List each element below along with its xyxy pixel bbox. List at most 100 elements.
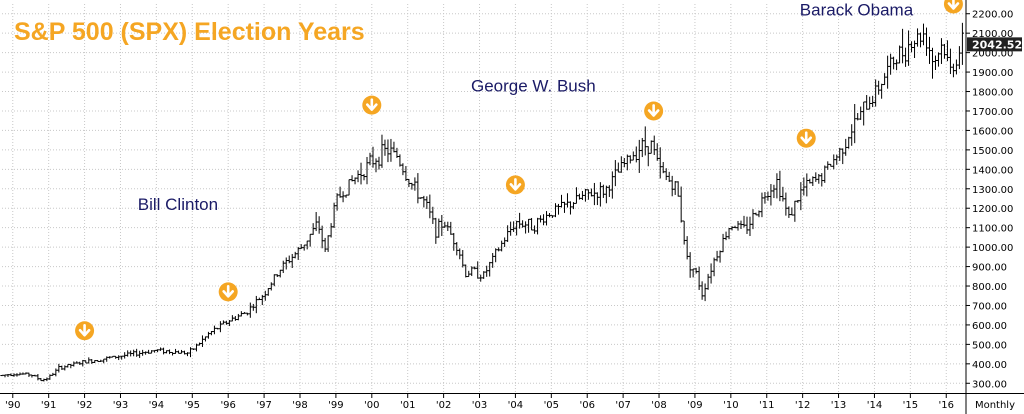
price-bar — [515, 220, 519, 236]
price-bar — [598, 182, 602, 207]
price-bar — [33, 374, 37, 377]
price-bar — [799, 182, 803, 211]
price-bar — [544, 211, 549, 226]
price-bar — [951, 63, 956, 78]
y-tick-label: 1600.00 — [972, 126, 1013, 137]
price-bar — [317, 216, 321, 234]
price-bar — [829, 163, 833, 167]
price-bar — [691, 268, 695, 278]
price-bar — [467, 270, 471, 278]
y-tick-label: 1100.00 — [972, 224, 1013, 235]
price-bar — [568, 201, 573, 215]
price-bar — [120, 355, 124, 360]
price-bar — [188, 347, 193, 358]
price-bar — [518, 212, 522, 229]
price-bar — [108, 356, 112, 359]
price-bar — [440, 214, 444, 237]
election-year-arrow-icon — [505, 175, 525, 195]
price-bar — [356, 170, 360, 183]
price-bar — [353, 177, 357, 185]
price-bar — [559, 194, 564, 208]
price-bar — [802, 177, 806, 196]
price-bar — [218, 321, 223, 333]
price-bar — [99, 359, 103, 363]
price-bar — [170, 351, 175, 356]
price-bar — [449, 221, 453, 235]
price-bar — [129, 350, 133, 357]
price-bar — [503, 237, 507, 247]
y-tick-label: 800.00 — [972, 282, 1007, 293]
price-bar — [350, 175, 354, 182]
price-bar — [547, 212, 552, 218]
price-bar — [236, 313, 240, 321]
price-bar — [209, 331, 214, 336]
price-bar — [326, 235, 330, 252]
price-bar — [921, 23, 926, 46]
price-bar — [897, 45, 902, 64]
x-tick-label: '12 — [795, 400, 810, 411]
price-bar — [401, 163, 405, 176]
price-bar — [96, 359, 100, 363]
price-bar — [583, 188, 588, 202]
price-bar — [179, 349, 184, 354]
price-bar — [874, 79, 878, 107]
y-tick-label: 1400.00 — [972, 165, 1013, 176]
price-bar — [15, 373, 19, 377]
price-bar — [859, 106, 863, 120]
x-tick-label: '15 — [903, 400, 918, 411]
price-bar — [891, 56, 896, 70]
price-bar — [706, 273, 710, 290]
price-bar — [625, 154, 629, 171]
price-bar — [933, 55, 938, 70]
last-price-badge: 2042.52 — [967, 37, 1022, 52]
price-bar — [766, 191, 770, 201]
price-bar — [883, 73, 887, 86]
price-bar — [332, 202, 336, 229]
x-tick-label: '92 — [77, 400, 92, 411]
x-tick-label: '13 — [831, 400, 846, 411]
price-bar — [281, 260, 285, 274]
price-bar — [200, 335, 205, 347]
price-bar — [0, 374, 4, 377]
price-bar — [924, 27, 929, 56]
price-bar — [248, 302, 252, 318]
price-bar — [954, 59, 959, 75]
price-bar — [173, 348, 178, 354]
price-bar — [942, 43, 947, 59]
price-bar — [494, 248, 498, 263]
y-tick-label: 500.00 — [972, 340, 1007, 351]
x-tick-label: '02 — [436, 400, 451, 411]
price-bar — [601, 184, 605, 198]
price-bar — [338, 186, 342, 198]
price-bar — [24, 372, 28, 375]
price-bar — [509, 221, 513, 236]
price-bar — [63, 365, 67, 371]
price-bar — [446, 221, 450, 231]
price-bar — [918, 32, 923, 48]
x-tick-label: '09 — [687, 400, 702, 411]
price-bar — [862, 101, 866, 126]
price-bar — [362, 174, 366, 181]
price-bar — [742, 215, 746, 228]
price-bar — [368, 152, 372, 166]
price-bar — [805, 173, 809, 197]
price-bar — [721, 233, 725, 253]
price-bar — [371, 146, 375, 168]
president-label: George W. Bush — [471, 77, 596, 96]
price-bar — [586, 189, 591, 200]
price-bar — [66, 363, 70, 368]
price-bar — [491, 252, 495, 268]
x-tick-label: '07 — [615, 400, 630, 411]
election-year-arrow-icon — [218, 282, 238, 302]
y-tick-label: 600.00 — [972, 321, 1007, 332]
price-bar — [123, 352, 127, 359]
price-bar — [655, 143, 659, 161]
y-tick-label: 2000.00 — [972, 49, 1013, 60]
price-bar — [75, 361, 79, 364]
price-bar — [847, 136, 851, 149]
price-bar — [724, 231, 728, 241]
price-bar — [694, 267, 698, 274]
price-bar — [927, 36, 932, 64]
price-bar — [538, 215, 543, 223]
